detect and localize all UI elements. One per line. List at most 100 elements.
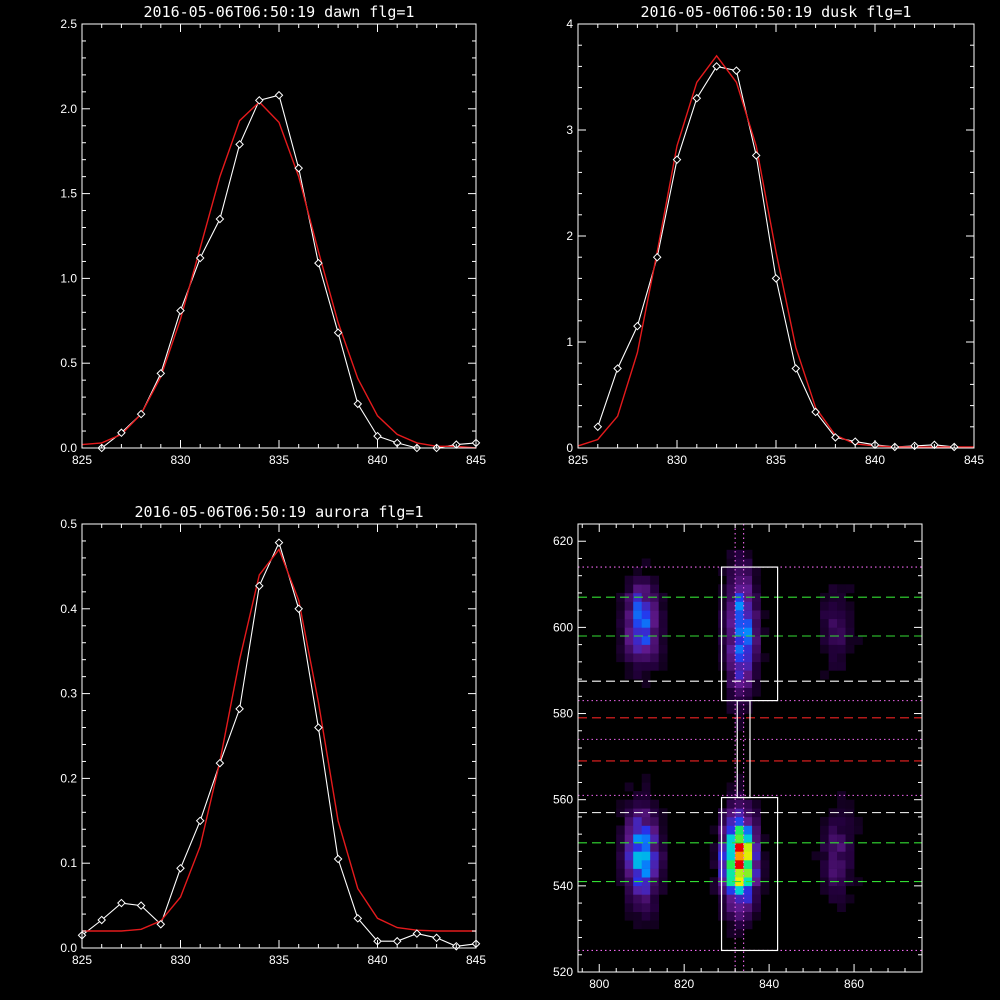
heatmap-pixel — [658, 644, 668, 654]
heatmap-pixel — [828, 610, 838, 620]
heatmap-pixel — [828, 601, 838, 611]
heatmap-pixel — [726, 549, 736, 559]
heatmap-pixel — [633, 816, 642, 826]
heatmap-pixel — [641, 885, 651, 895]
heatmap-pixel — [837, 816, 846, 826]
heatmap-pixel — [752, 816, 761, 826]
heatmap-pixel — [828, 653, 838, 663]
heatmap-pixel — [820, 670, 829, 680]
heatmap-pixel — [726, 592, 736, 602]
heatmap-pixel — [633, 825, 642, 835]
data-point — [274, 90, 284, 100]
heatmap-pixel — [658, 661, 668, 671]
heatmap-pixel — [641, 575, 651, 585]
heatmap-pixel — [650, 885, 659, 895]
data-point — [215, 214, 225, 224]
heatmap-pixel — [641, 868, 651, 878]
heatmap-pixel — [624, 575, 634, 585]
heatmap-pixel — [837, 618, 846, 628]
heatmap-pixel — [718, 868, 727, 878]
x-tick-label: 840 — [759, 977, 779, 991]
heatmap-pixel — [845, 825, 855, 835]
image-panel: 800 820 840 860 520 540 560 580 600 620 — [553, 523, 923, 991]
heatmap-pixel — [658, 816, 668, 826]
data-point — [353, 399, 363, 409]
heatmap-pixel — [624, 903, 634, 912]
heatmap-pixel — [743, 903, 753, 912]
heatmap-pixel — [735, 773, 744, 783]
heatmap-pixel — [624, 670, 634, 680]
heatmap-pixel — [650, 601, 659, 611]
heatmap-pixel — [735, 894, 744, 904]
heatmap-pixel — [837, 799, 846, 809]
heatmap-pixel — [726, 558, 736, 568]
heatmap-pixel — [828, 825, 838, 835]
heatmap-pixel — [616, 653, 625, 663]
heatmap-pixel — [624, 592, 634, 602]
heatmap-pixel — [743, 670, 753, 680]
x-tick-label: 830 — [170, 453, 190, 467]
heatmap-pixel — [752, 851, 761, 861]
heatmap-pixel — [743, 661, 753, 671]
heatmap-pixel — [650, 661, 659, 671]
data-point — [771, 274, 781, 283]
heatmap-pixel — [658, 636, 668, 645]
x-tick-label: 830 — [667, 453, 687, 467]
y-tick-label: 2 — [566, 229, 573, 243]
heatmap-pixel — [616, 610, 625, 620]
heatmap-pixel — [828, 885, 838, 895]
x-tick-label: 840 — [367, 453, 387, 467]
heatmap-pixel — [735, 567, 744, 576]
heatmap-pixel — [735, 791, 744, 800]
heatmap-pixel — [820, 627, 829, 637]
heatmap-pixel — [709, 851, 719, 861]
heatmap-pixel — [760, 627, 770, 637]
heatmap-pixel — [633, 610, 642, 620]
heatmap-pixel — [743, 825, 753, 835]
heatmap-pixel — [616, 644, 625, 654]
y-tick-label: 520 — [553, 965, 573, 979]
data-point — [215, 758, 225, 768]
heatmap-pixel — [726, 610, 736, 620]
heatmap-pixel — [820, 834, 829, 844]
heatmap-pixel — [641, 799, 651, 809]
heatmap-pixel — [845, 799, 855, 809]
heatmap-pixel — [616, 842, 625, 852]
heatmap-pixel — [658, 885, 668, 895]
heatmap-pixel — [616, 799, 625, 809]
data-point — [333, 854, 343, 864]
x-tick-label: 830 — [170, 953, 190, 967]
heatmap-pixel — [650, 903, 659, 912]
heatmap-pixel — [709, 860, 719, 869]
heatmap-pixel — [845, 627, 855, 637]
y-tick-label: 560 — [553, 793, 573, 807]
x-tick-label: 825 — [568, 453, 588, 467]
data-point — [294, 604, 304, 614]
heatmap-pixel — [743, 868, 753, 878]
fit-curve — [81, 101, 477, 449]
heatmap-pixel — [650, 627, 659, 637]
heatmap-pixel — [726, 627, 736, 637]
heatmap-pixel — [828, 851, 838, 861]
heatmap-pixel — [650, 868, 659, 878]
heatmap-pixel — [837, 851, 846, 861]
heatmap-pixel — [641, 860, 651, 869]
heatmap-pixel — [718, 636, 727, 645]
heatmap-pixel — [709, 877, 719, 887]
heatmap-pixel — [658, 627, 668, 637]
heatmap-pixel — [845, 584, 855, 594]
heatmap-pixel — [726, 704, 736, 714]
heatmap-pixel — [752, 661, 761, 671]
heatmap-pixel — [726, 825, 736, 835]
heatmap-pixel — [718, 825, 727, 835]
dawn-title: 2016-05-06T06:50:19 dawn flg=1 — [144, 3, 415, 21]
heatmap-pixel — [735, 834, 744, 844]
heatmap-pixel — [718, 834, 727, 844]
heatmap-pixel — [743, 584, 753, 594]
heatmap-pixel — [641, 842, 651, 852]
heatmap-pixel — [820, 885, 829, 895]
heatmap-pixel — [624, 877, 634, 887]
data-point — [712, 62, 721, 71]
heatmap-pixel — [735, 799, 744, 809]
